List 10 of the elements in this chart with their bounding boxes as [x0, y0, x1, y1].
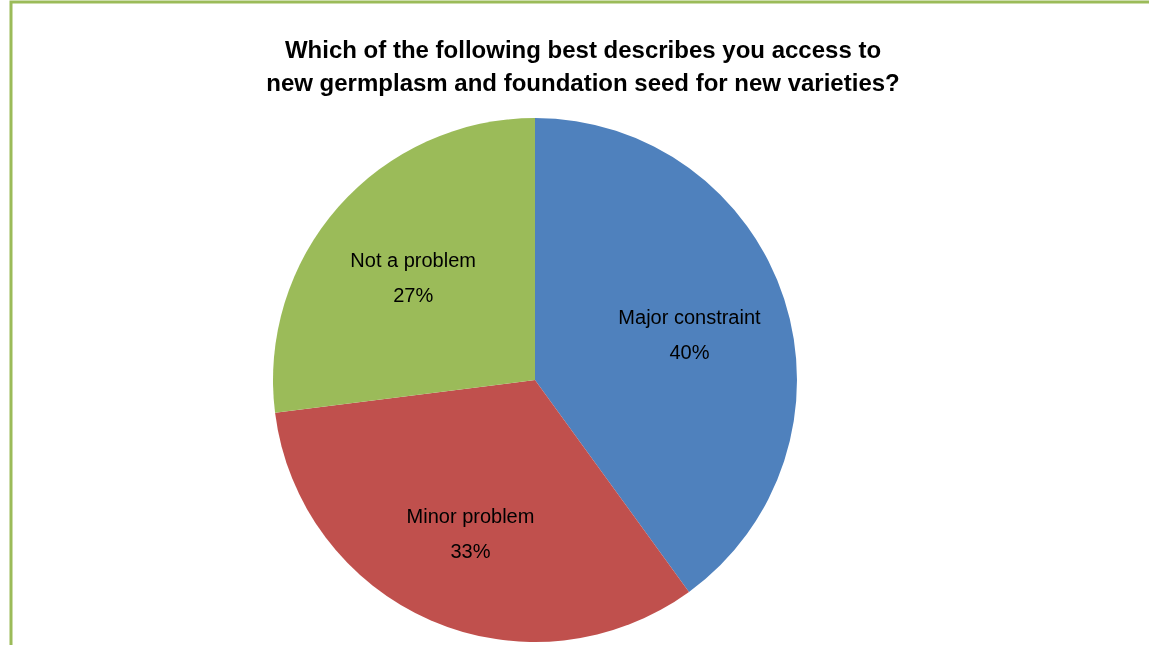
chart-title: Which of the following best describes you access to new germplasm and foundation seed for new varieties? [266, 36, 900, 96]
slice-label: Minor problem [406, 505, 535, 528]
slice-label: Not a problem [350, 248, 476, 271]
data-label: 27% [393, 283, 434, 306]
data-label: 40% [669, 340, 710, 363]
pie-slice [273, 118, 535, 413]
slice-label: Major constraint [618, 305, 762, 328]
pie-slice [535, 118, 797, 592]
pie-slice [275, 380, 689, 642]
data-label: 33% [450, 540, 491, 563]
